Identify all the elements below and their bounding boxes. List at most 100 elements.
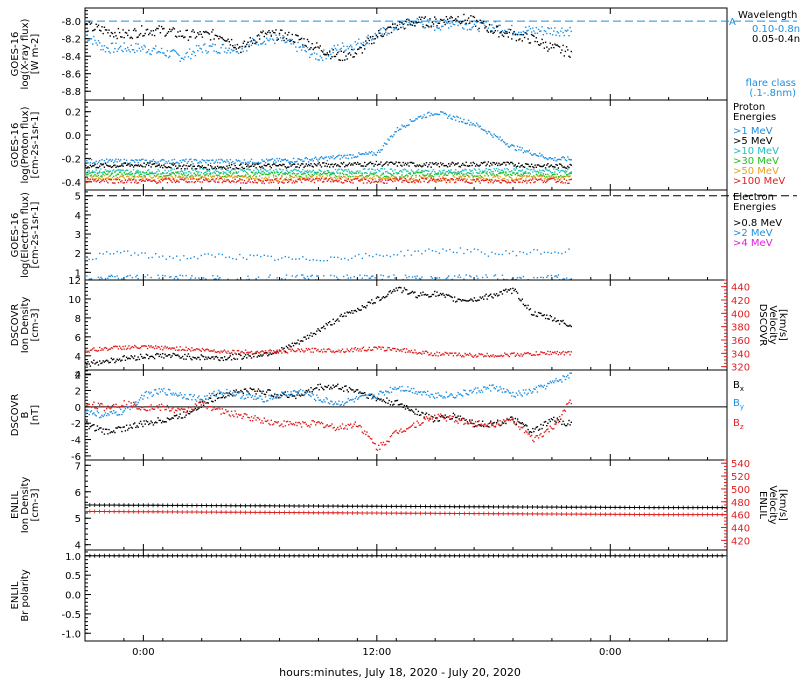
data-point	[162, 158, 164, 161]
data-point	[471, 124, 473, 126]
data-point	[132, 29, 135, 32]
data-point	[383, 27, 386, 30]
data-point	[180, 357, 183, 359]
data-point	[127, 46, 129, 49]
data-point	[462, 169, 464, 171]
data-point	[502, 141, 505, 143]
data-point	[420, 292, 422, 294]
data-point	[187, 160, 190, 163]
data-point	[548, 175, 550, 177]
data-point	[121, 348, 123, 351]
data-point	[507, 354, 509, 357]
data-point	[173, 49, 176, 52]
data-point	[199, 174, 201, 176]
data-point	[127, 429, 129, 431]
data-point	[283, 178, 285, 181]
data-point	[400, 170, 402, 172]
data-point	[443, 294, 445, 296]
data-point	[351, 48, 353, 51]
data-point	[267, 39, 269, 41]
data-point	[540, 276, 542, 278]
data-point	[200, 48, 202, 50]
data-point	[265, 37, 268, 39]
data-point	[535, 154, 537, 156]
data-point	[563, 322, 565, 324]
data-point	[159, 176, 162, 178]
data-point	[530, 163, 533, 165]
data-point	[116, 161, 118, 163]
data-point	[558, 46, 561, 48]
data-point	[495, 355, 498, 358]
data-point	[146, 274, 149, 276]
data-point	[380, 299, 382, 301]
data-point	[134, 177, 136, 179]
data-point	[118, 358, 121, 360]
data-point	[306, 165, 309, 167]
data-point	[313, 181, 316, 184]
data-point	[354, 255, 356, 257]
data-point	[289, 176, 291, 178]
data-point	[240, 351, 242, 353]
y-tick-label: 1	[75, 268, 81, 279]
data-point	[129, 165, 131, 167]
data-point	[458, 298, 460, 300]
data-point	[443, 177, 445, 180]
data-point	[549, 178, 551, 180]
data-point	[381, 177, 383, 180]
data-point	[172, 172, 174, 174]
data-point	[327, 170, 330, 172]
data-point	[102, 253, 104, 255]
data-point	[272, 350, 275, 352]
data-point	[316, 275, 318, 277]
data-point	[159, 181, 162, 183]
data-point	[348, 350, 351, 353]
data-point	[467, 172, 470, 174]
data-point	[193, 51, 195, 54]
data-point	[167, 174, 170, 177]
data-point	[562, 31, 564, 34]
data-point	[103, 361, 106, 363]
data-point	[261, 171, 263, 173]
data-point	[560, 52, 562, 54]
data-point	[519, 38, 521, 40]
data-point	[257, 171, 260, 173]
data-point	[409, 23, 411, 25]
data-point	[151, 421, 153, 424]
data-point	[176, 167, 178, 170]
data-point	[476, 122, 478, 124]
data-point	[320, 177, 323, 180]
data-point	[192, 29, 194, 31]
data-point	[136, 274, 138, 277]
data-point	[543, 47, 546, 49]
data-point	[513, 181, 515, 183]
data-point	[409, 173, 411, 175]
data-point	[270, 167, 272, 169]
data-point	[453, 171, 456, 173]
data-point	[331, 56, 333, 58]
data-point	[418, 352, 421, 354]
data-point	[220, 47, 222, 49]
data-point	[518, 162, 520, 164]
data-point	[438, 170, 441, 172]
data-point	[262, 30, 264, 32]
data-point	[522, 275, 525, 278]
data-point	[128, 172, 130, 175]
data-point	[515, 166, 518, 168]
data-point	[420, 165, 422, 167]
data-point	[96, 350, 99, 352]
data-point	[216, 52, 219, 54]
data-point	[130, 159, 132, 161]
data-point	[387, 179, 389, 181]
data-point	[110, 42, 113, 45]
data-point	[123, 36, 125, 39]
data-point	[523, 305, 526, 307]
data-point	[404, 126, 407, 128]
data-point	[555, 44, 557, 46]
data-point	[420, 115, 422, 117]
data-point	[204, 176, 206, 178]
data-point	[304, 178, 306, 180]
data-point	[357, 307, 359, 310]
data-point	[171, 172, 173, 174]
data-point	[206, 168, 208, 171]
data-point	[247, 351, 249, 353]
